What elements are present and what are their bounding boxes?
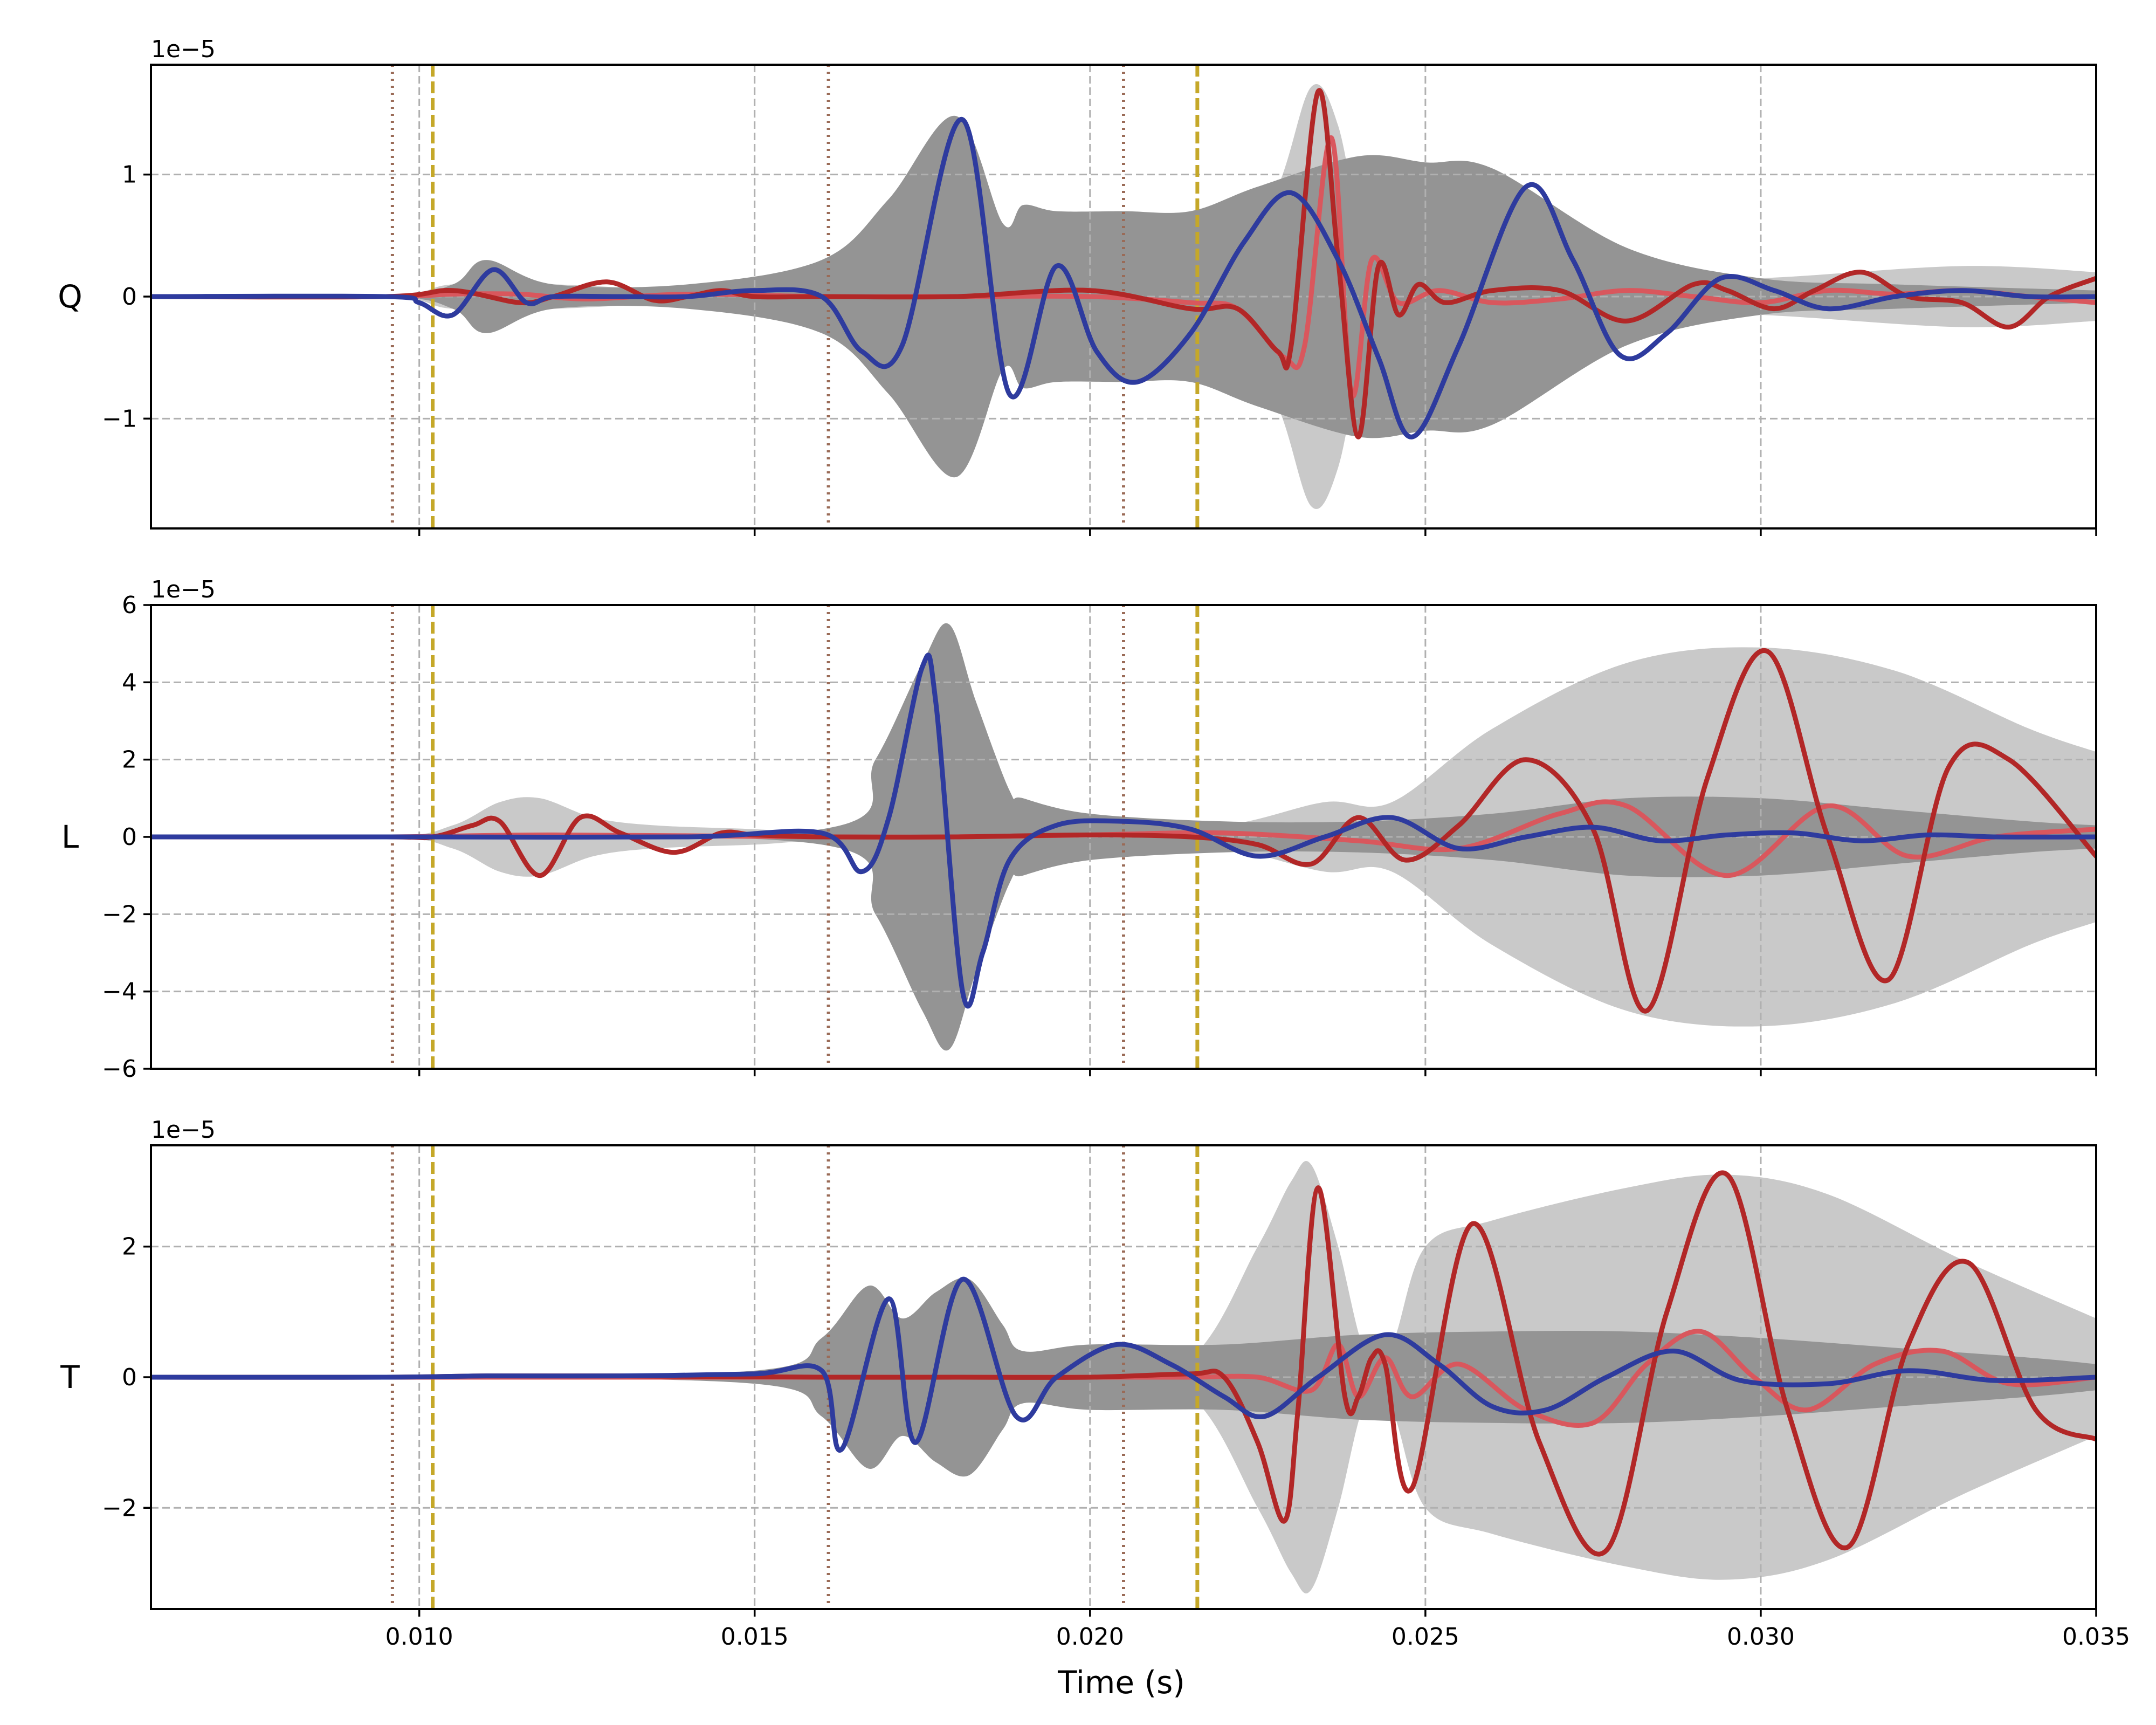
- offset-text: 1e−5: [151, 1116, 216, 1144]
- series-line: [151, 117, 2096, 439]
- y-tick-label: 1: [122, 161, 137, 189]
- y-tick-label: −6: [102, 1055, 137, 1083]
- y-tick-label: −1: [102, 405, 137, 432]
- y-axis-label: T: [60, 1359, 80, 1396]
- x-tick-label: 0.025: [1392, 1623, 1459, 1651]
- x-tick-label: 0.020: [1056, 1623, 1124, 1651]
- y-tick-label: 0: [122, 823, 137, 851]
- y-tick-label: 2: [122, 746, 137, 774]
- y-tick-label: 0: [122, 1364, 137, 1391]
- y-tick-label: −2: [102, 901, 137, 928]
- y-tick-label: 0: [122, 283, 137, 311]
- y-tick-label: 6: [122, 592, 137, 619]
- x-tick-label: 0.035: [2062, 1623, 2130, 1651]
- plot-area: [151, 605, 2096, 1069]
- series-line: [151, 1276, 2096, 1453]
- x-tick-label: 0.010: [385, 1623, 453, 1651]
- offset-text: 1e−5: [151, 36, 216, 63]
- y-tick-label: −2: [102, 1494, 137, 1522]
- panels: −1 0 1 1e−5 Q −6 −4 −2 0 2 4 6 1e−5 L −2 0 2 0.010 0.015 0.…: [58, 36, 2130, 1651]
- panel-Q: −1 0 1 1e−5 Q: [58, 36, 2097, 536]
- plot-area: [151, 1145, 2096, 1609]
- y-tick-label: −4: [102, 978, 137, 1006]
- x-tick-label: 0.030: [1727, 1623, 1795, 1651]
- panel-T: −2 0 2 0.010 0.015 0.020 0.025 0.030 0.035 1e−5 T: [60, 1116, 2130, 1651]
- y-tick-label: 4: [122, 669, 137, 696]
- panel-L: −6 −4 −2 0 2 4 6 1e−5 L: [61, 576, 2097, 1083]
- series-line: [151, 652, 2096, 1009]
- y-tick-label: 2: [122, 1233, 137, 1261]
- x-tick-label: 0.015: [721, 1623, 789, 1651]
- y-axis-label: L: [61, 819, 79, 855]
- x-axis-label: Time (s): [1057, 1664, 1185, 1701]
- series-line: [151, 1170, 2096, 1557]
- offset-text: 1e−5: [151, 576, 216, 603]
- series-line: [151, 88, 2096, 439]
- y-axis-label: Q: [58, 278, 82, 315]
- plot-area: [151, 65, 2096, 528]
